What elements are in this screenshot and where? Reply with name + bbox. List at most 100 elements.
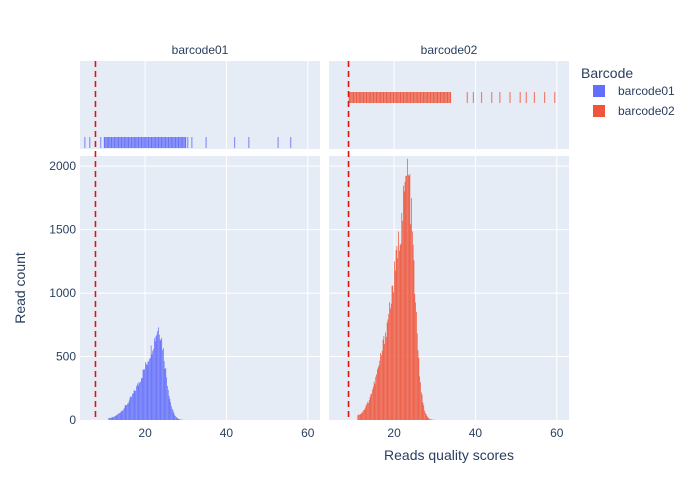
hist-bar-barcode01 [165, 368, 167, 420]
y-axis-title: Read count [12, 252, 28, 324]
hist-bar-barcode02 [398, 231, 399, 420]
hist-bar-barcode02 [414, 293, 416, 420]
hist-bar-barcode02 [374, 383, 376, 420]
hist-bar-barcode01 [171, 408, 173, 420]
hist-bar-barcode01 [152, 351, 154, 420]
hist-bar-barcode01 [145, 364, 147, 420]
hist-bar-barcode02 [378, 365, 380, 420]
hist-bar-barcode01 [158, 327, 159, 420]
hist-bar-barcode02 [410, 224, 412, 420]
hist-bar-barcode02 [363, 409, 365, 420]
hist-bar-barcode01 [154, 338, 155, 420]
hist-bar-barcode02 [417, 350, 419, 420]
legend-swatch-barcode01 [593, 85, 605, 97]
hist-bar-barcode01 [118, 413, 119, 420]
hist-bar-barcode01 [169, 398, 171, 420]
x-tick-label: 20 [387, 426, 401, 440]
hist-bar-barcode02 [403, 185, 404, 420]
hist-bar-barcode02 [418, 357, 420, 420]
hist-bar-barcode02 [375, 376, 377, 420]
hist-bar-barcode01 [125, 404, 127, 420]
hist-bar-barcode01 [176, 417, 177, 420]
hist-bar-barcode02 [390, 308, 391, 420]
hist-bar-barcode01 [179, 419, 180, 420]
hist-bar-barcode01 [167, 389, 169, 420]
hist-bar-barcode02 [424, 410, 425, 420]
hist-bar-barcode01 [149, 357, 151, 420]
hist-bar-barcode02 [393, 292, 394, 420]
hist-bar-barcode02 [430, 419, 432, 420]
hist-bar-barcode02 [357, 415, 359, 420]
y-tick-label: 1000 [49, 286, 76, 300]
hist-bar-barcode02 [372, 389, 373, 420]
hist-bar-barcode02 [367, 402, 368, 420]
hist-bar-barcode01 [144, 369, 145, 420]
hist-bar-barcode02 [361, 412, 363, 420]
hist-bar-barcode02 [411, 198, 412, 420]
legend-title: Barcode [581, 65, 633, 81]
marks-layer [84, 61, 556, 421]
hist-bar-barcode02 [429, 418, 430, 420]
hist-bar-barcode01 [154, 341, 156, 420]
hist-bar-barcode01 [175, 416, 176, 420]
hist-bar-barcode01 [159, 339, 161, 420]
hist-bar-barcode02 [368, 402, 369, 420]
hist-bar-barcode01 [109, 417, 111, 420]
hist-bar-barcode02 [373, 381, 375, 420]
hist-bar-barcode01 [162, 350, 163, 420]
hist-bar-barcode02 [419, 376, 421, 420]
hist-bar-barcode02 [399, 245, 401, 420]
hist-bar-barcode02 [409, 174, 411, 420]
hist-bar-barcode02 [423, 405, 425, 420]
hist-bar-barcode02 [382, 339, 384, 420]
y-tick-label: 1500 [49, 223, 76, 237]
hist-bar-barcode02 [401, 212, 403, 420]
hist-bar-barcode01 [116, 414, 118, 420]
hist-panel-barcode01 [80, 156, 320, 420]
hist-bar-barcode01 [172, 410, 174, 420]
hist-bar-barcode02 [394, 261, 395, 420]
hist-bar-barcode01 [142, 369, 144, 420]
hist-bar-barcode02 [413, 260, 415, 420]
y-tick-label: 500 [56, 350, 76, 364]
hist-bar-barcode02 [381, 350, 383, 420]
hist-bar-barcode02 [392, 285, 394, 420]
hist-bar-barcode02 [429, 419, 431, 420]
hist-bar-barcode02 [369, 397, 371, 420]
legend-label-barcode02: barcode02 [618, 104, 675, 118]
hist-bar-barcode02 [407, 158, 408, 421]
legend-item-barcode01[interactable]: barcode01 [593, 84, 675, 98]
hist-bar-barcode01 [119, 413, 120, 420]
hist-bar-barcode01 [164, 368, 166, 420]
hist-bar-barcode01 [162, 348, 164, 420]
hist-bar-barcode01 [123, 409, 124, 420]
hist-bar-barcode02 [411, 231, 413, 420]
hist-bar-barcode02 [371, 393, 373, 420]
y-tick-label: 0 [69, 413, 76, 427]
hist-bar-barcode02 [365, 405, 367, 420]
legend-swatch-barcode02 [593, 105, 605, 117]
hist-bar-barcode01 [115, 415, 117, 420]
hist-bar-barcode02 [388, 313, 390, 420]
x-axis-title: Reads quality scores [384, 447, 514, 463]
hist-bar-barcode02 [400, 243, 402, 420]
hist-bar-barcode01 [137, 385, 139, 420]
hist-bar-barcode01 [160, 340, 162, 420]
hist-bar-barcode02 [385, 332, 386, 420]
hist-bar-barcode02 [396, 245, 398, 420]
hist-bar-barcode01 [120, 411, 122, 420]
legend-item-barcode02[interactable]: barcode02 [593, 104, 675, 118]
hist-bar-barcode02 [380, 352, 381, 420]
hist-bar-barcode01 [127, 403, 128, 420]
x-tick-label: 20 [138, 426, 152, 440]
hist-bar-barcode02 [398, 250, 400, 420]
x-tick-label: 40 [469, 426, 483, 440]
hist-bar-barcode02 [416, 333, 418, 420]
hist-bar-barcode02 [420, 392, 422, 420]
hist-bar-barcode02 [408, 175, 410, 420]
labels-layer: barcode01 barcode02 Reads quality scores… [12, 43, 564, 463]
hist-bar-barcode01 [156, 334, 158, 420]
legend: Barcode barcode01 barcode02 [581, 65, 675, 118]
hist-bar-barcode02 [426, 415, 428, 420]
hist-bar-barcode01 [121, 410, 123, 420]
